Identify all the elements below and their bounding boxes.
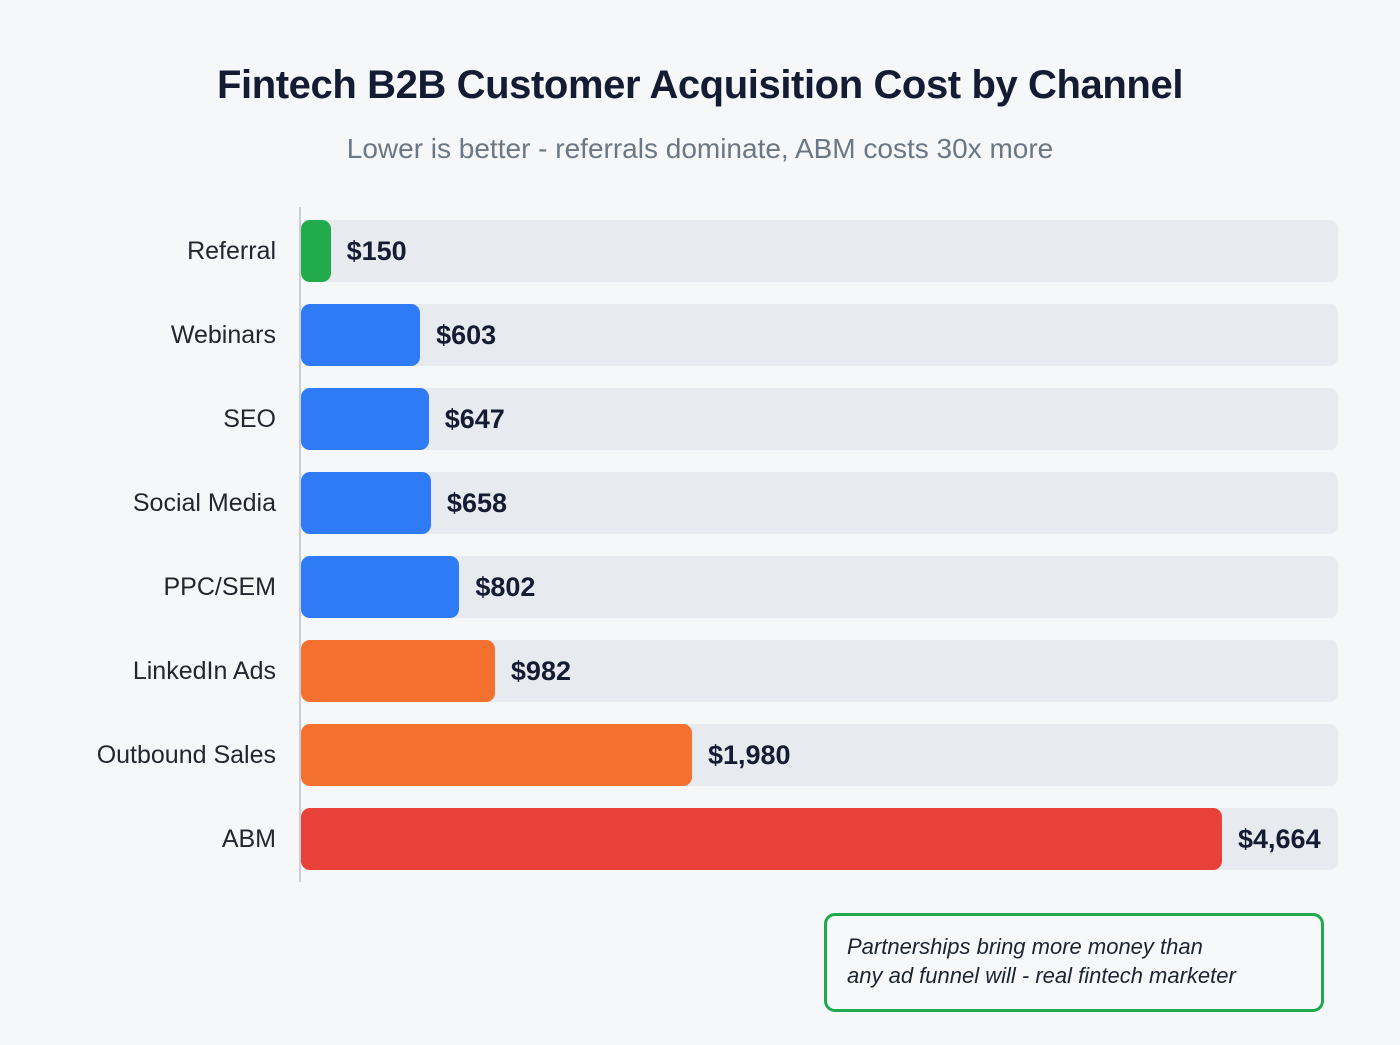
bar-value-label: $658 — [446, 487, 507, 518]
bar-social-media[interactable] — [301, 472, 431, 534]
category-label-social-media: Social Media — [132, 488, 276, 517]
annotation-text: Partnerships bring more money than any a… — [847, 934, 1236, 989]
category-label-abm: ABM — [221, 824, 276, 853]
bar-value-label: $802 — [475, 571, 536, 602]
bar-track — [301, 220, 1338, 282]
bar-value-label: $150 — [346, 235, 407, 266]
bar-value-label: $4,664 — [1238, 823, 1321, 854]
bar-track — [301, 388, 1338, 450]
chart-subtitle: Lower is better - referrals dominate, AB… — [346, 133, 1054, 164]
category-label-ppc-sem: PPC/SEM — [163, 572, 276, 601]
bar-value-label: $603 — [436, 319, 497, 350]
bar-abm[interactable] — [301, 808, 1222, 870]
bar-ppc-sem[interactable] — [301, 556, 460, 618]
category-label-referral: Referral — [187, 236, 276, 265]
category-label-seo: SEO — [223, 404, 276, 433]
bar-row: Webinars $603 — [0, 293, 1400, 377]
category-label-webinars: Webinars — [170, 320, 276, 349]
bar-row: SEO $647 — [0, 377, 1400, 461]
bar-row: Outbound Sales $1,980 — [0, 713, 1400, 797]
bar-seo[interactable] — [301, 388, 429, 450]
bar-webinars[interactable] — [301, 304, 421, 366]
bar-row: Referral $150 — [0, 209, 1400, 293]
bar-row: PPC/SEM $802 — [0, 545, 1400, 629]
bar-value-label: $647 — [444, 403, 505, 434]
bar-row: ABM $4,664 — [0, 797, 1400, 881]
bar-track — [301, 556, 1338, 618]
category-label-linkedin-ads: LinkedIn Ads — [132, 656, 276, 685]
bar-row: Social Media $658 — [0, 461, 1400, 545]
bar-track — [301, 472, 1338, 534]
chart-title: Fintech B2B Customer Acquisition Cost by… — [216, 63, 1184, 107]
bar-track — [301, 304, 1338, 366]
bar-value-label: $1,980 — [707, 739, 791, 770]
y-axis-line — [299, 207, 301, 882]
bar-row: LinkedIn Ads $982 — [0, 629, 1400, 713]
bar-linkedin-ads[interactable] — [301, 640, 495, 702]
bar-referral[interactable] — [301, 220, 331, 282]
bar-outbound-sales[interactable] — [301, 724, 692, 786]
category-label-outbound-sales: Outbound Sales — [96, 740, 276, 769]
annotation-callout: Partnerships bring more money than any a… — [824, 913, 1324, 1012]
bar-value-label: $982 — [510, 655, 571, 686]
